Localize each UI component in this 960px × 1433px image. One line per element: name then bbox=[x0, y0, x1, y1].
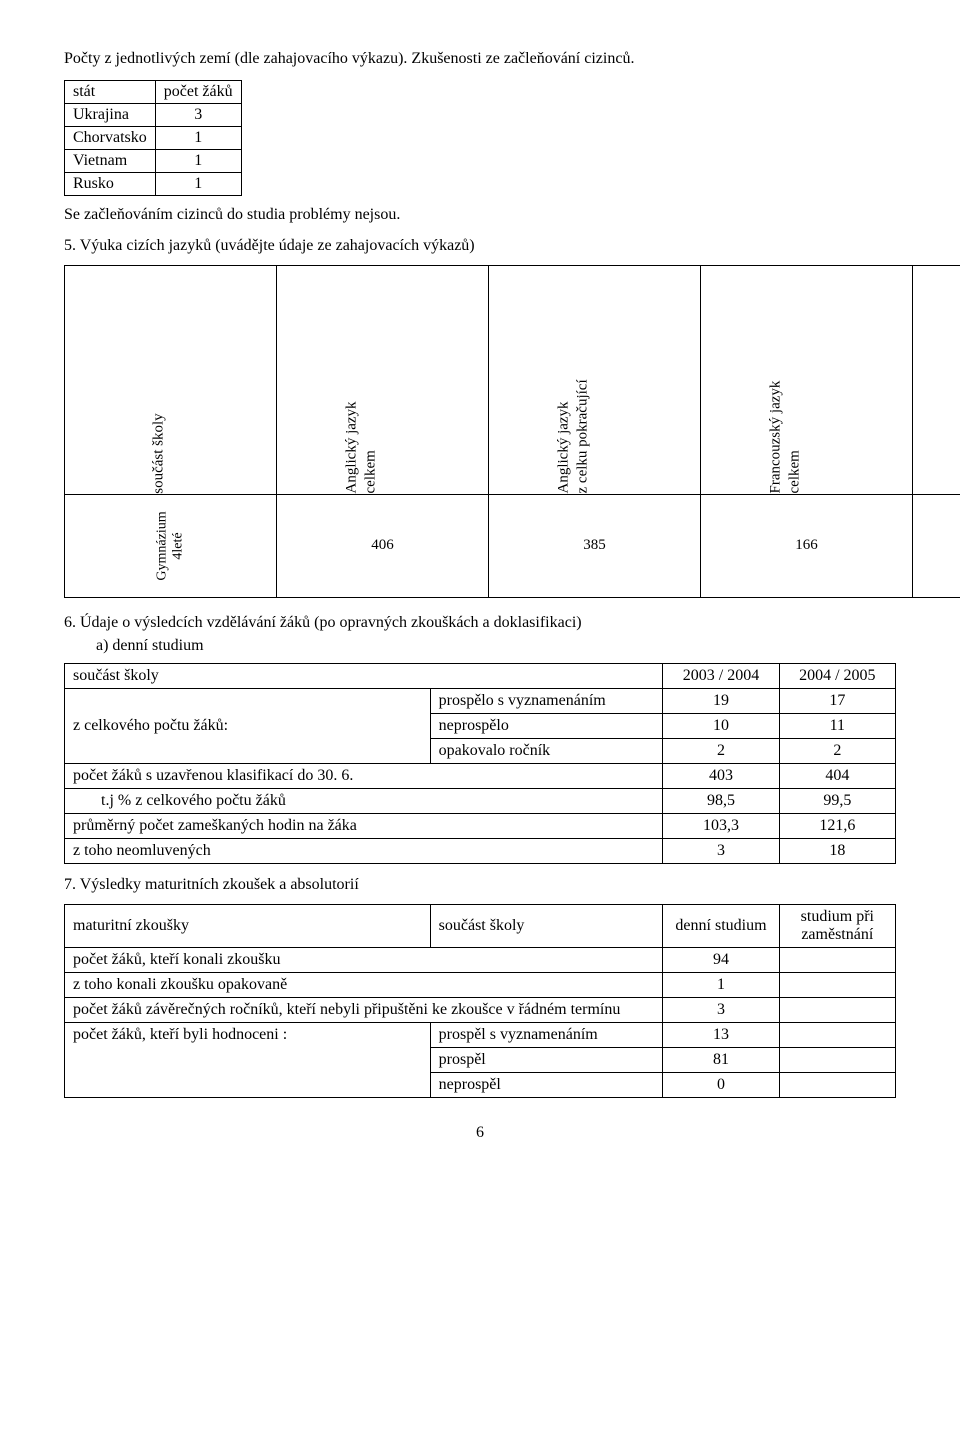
t1-r1c0: Chorvatsko bbox=[65, 126, 156, 149]
t3-h2: 2003 / 2004 bbox=[663, 663, 779, 688]
lang-rowlabel: Gymnázium 4leté bbox=[65, 494, 277, 597]
t4-h0: maturitní zkoušky bbox=[65, 904, 431, 947]
t3-r1-v2: 99,5 bbox=[779, 788, 895, 813]
t3-g0-v1: 19 bbox=[663, 688, 779, 713]
t4-w1-v2 bbox=[779, 972, 895, 997]
t3-r1-label: t.j % z celkového počtu žáků bbox=[65, 788, 663, 813]
lang-v1: 385 bbox=[489, 494, 701, 597]
t4-w2-label: počet žáků závěrečných ročníků, kteří ne… bbox=[65, 997, 663, 1022]
t4-w0-v2 bbox=[779, 947, 895, 972]
t4-g0-v2 bbox=[779, 1022, 895, 1047]
lang-h4: Francouzský jazyk z celku pokračující bbox=[913, 265, 960, 494]
t1-r3c0: Rusko bbox=[65, 172, 156, 195]
t4-h3: studium při zaměstnání bbox=[779, 904, 895, 947]
t1-r3c1: 1 bbox=[155, 172, 241, 195]
t3-r3-v2: 18 bbox=[779, 838, 895, 863]
section-6-heading: 6. Údaje o výsledcích vzdělávání žáků (p… bbox=[90, 612, 896, 634]
t4-g1-v1: 81 bbox=[663, 1047, 779, 1072]
after-t1-text: Se začleňováním cizinců do studia problé… bbox=[64, 204, 896, 226]
t3-g2-v1: 2 bbox=[663, 738, 779, 763]
languages-table: součást školy Anglický jazyk celkem Angl… bbox=[64, 265, 960, 598]
t3-r2-label: průměrný počet zameškaných hodin na žáka bbox=[65, 813, 663, 838]
t3-g1-v2: 11 bbox=[779, 713, 895, 738]
section-5-heading: 5. Výuka cizích jazyků (uvádějte údaje z… bbox=[90, 235, 896, 257]
t3-r0-label: počet žáků s uzavřenou klasifikací do 30… bbox=[65, 763, 663, 788]
lang-v0: 406 bbox=[277, 494, 489, 597]
t4-g1-v2 bbox=[779, 1047, 895, 1072]
t4-g2-v1: 0 bbox=[663, 1072, 779, 1097]
t1-h1: počet žáků bbox=[155, 80, 241, 103]
t1-r2c1: 1 bbox=[155, 149, 241, 172]
page-number: 6 bbox=[64, 1122, 896, 1144]
t4-g2-v2 bbox=[779, 1072, 895, 1097]
t3-h0: součást školy bbox=[65, 663, 663, 688]
lang-v3: 45 bbox=[913, 494, 960, 597]
t4-w0-label: počet žáků, kteří konali zkoušku bbox=[65, 947, 663, 972]
t3-g2-label: opakovalo ročník bbox=[430, 738, 663, 763]
t3-r0-v2: 404 bbox=[779, 763, 895, 788]
t4-g0-v1: 13 bbox=[663, 1022, 779, 1047]
t4-h1: součást školy bbox=[430, 904, 663, 947]
t4-w1-v1: 1 bbox=[663, 972, 779, 997]
t3-g1-v1: 10 bbox=[663, 713, 779, 738]
t4-w2-v1: 3 bbox=[663, 997, 779, 1022]
t4-w0-v1: 94 bbox=[663, 947, 779, 972]
t4-h2: denní studium bbox=[663, 904, 779, 947]
section-7-heading: 7. Výsledky maturitních zkoušek a absolu… bbox=[90, 874, 896, 896]
t3-g2-v2: 2 bbox=[779, 738, 895, 763]
t4-group-label: počet žáků, kteří byli hodnoceni : bbox=[65, 1022, 431, 1097]
t3-g1-label: neprospělo bbox=[430, 713, 663, 738]
t3-r2-v2: 121,6 bbox=[779, 813, 895, 838]
t3-r3-label: z toho neomluvených bbox=[65, 838, 663, 863]
section-6a-label: a) denní studium bbox=[122, 635, 896, 657]
countries-table: stát počet žáků Ukrajina3 Chorvatsko1 Vi… bbox=[64, 80, 242, 196]
lang-h2: Anglický jazyk z celku pokračující bbox=[489, 265, 701, 494]
t4-g2-label: neprospěl bbox=[430, 1072, 663, 1097]
results-table: součást školy 2003 / 2004 2004 / 2005 z … bbox=[64, 663, 896, 864]
t3-g0-label: prospělo s vyznamenáním bbox=[430, 688, 663, 713]
t1-r0c1: 3 bbox=[155, 103, 241, 126]
t3-r3-v1: 3 bbox=[663, 838, 779, 863]
t3-g0-v2: 17 bbox=[779, 688, 895, 713]
lang-h1: Anglický jazyk celkem bbox=[277, 265, 489, 494]
t4-w2-v2 bbox=[779, 997, 895, 1022]
lang-h3: Francouzský jazyk celkem bbox=[701, 265, 913, 494]
t1-h0: stát bbox=[65, 80, 156, 103]
t4-g0-label: prospěl s vyznamenáním bbox=[430, 1022, 663, 1047]
t3-r0-v1: 403 bbox=[663, 763, 779, 788]
t3-r1-v1: 98,5 bbox=[663, 788, 779, 813]
t4-g1-label: prospěl bbox=[430, 1047, 663, 1072]
t4-w1-label: z toho konali zkoušku opakovaně bbox=[65, 972, 663, 997]
t3-r2-v1: 103,3 bbox=[663, 813, 779, 838]
t1-r1c1: 1 bbox=[155, 126, 241, 149]
intro-text: Počty z jednotlivých zemí (dle zahajovac… bbox=[64, 48, 896, 70]
t1-r0c0: Ukrajina bbox=[65, 103, 156, 126]
maturita-table: maturitní zkoušky součást školy denní st… bbox=[64, 904, 896, 1098]
t3-h3: 2004 / 2005 bbox=[779, 663, 895, 688]
t1-r2c0: Vietnam bbox=[65, 149, 156, 172]
lang-v2: 166 bbox=[701, 494, 913, 597]
t3-group-label: z celkového počtu žáků: bbox=[65, 688, 431, 763]
